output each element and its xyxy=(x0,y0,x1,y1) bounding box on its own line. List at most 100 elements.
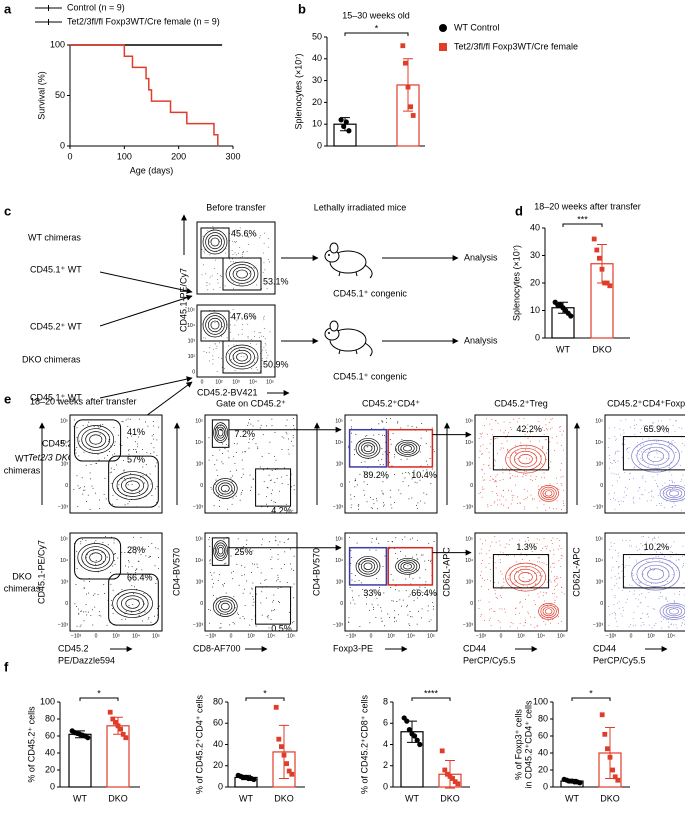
event-dot xyxy=(609,499,611,500)
event-dot xyxy=(682,565,684,567)
event-dot xyxy=(383,505,384,507)
event-dot xyxy=(98,427,100,429)
event-dot xyxy=(252,439,254,441)
gate-percent: 65.9% xyxy=(644,424,670,434)
event-dot xyxy=(611,472,613,474)
y-tick-label: 10 xyxy=(312,119,322,129)
y-tick-label: 60 xyxy=(45,730,55,740)
event-dot xyxy=(507,507,509,509)
event-dot xyxy=(208,609,210,610)
contour xyxy=(236,269,248,279)
event-dot xyxy=(624,471,626,473)
event-dot xyxy=(232,261,234,263)
event-dot xyxy=(386,418,387,419)
event-dot xyxy=(354,496,355,497)
event-dot xyxy=(665,597,667,599)
event-dot xyxy=(268,452,270,454)
event-dot xyxy=(534,448,536,450)
event-dot xyxy=(259,427,261,429)
event-dot xyxy=(618,566,619,568)
event-dot xyxy=(285,431,287,433)
event-dot xyxy=(412,537,414,539)
event-dot xyxy=(158,426,160,428)
event-dot xyxy=(490,625,492,627)
event-dot xyxy=(230,359,232,361)
event-dot xyxy=(216,439,218,441)
event-dot xyxy=(641,494,643,495)
event-dot xyxy=(413,469,415,471)
event-dot xyxy=(518,572,519,573)
event-dot xyxy=(226,337,228,339)
event-dot xyxy=(542,446,544,448)
event-dot xyxy=(390,573,392,575)
data-point xyxy=(597,255,602,261)
event-dot xyxy=(398,614,400,616)
event-dot xyxy=(490,608,492,610)
event-dot xyxy=(158,557,159,558)
event-dot xyxy=(242,490,243,492)
event-dot xyxy=(563,489,564,491)
event-dot xyxy=(549,579,551,581)
gate-percent: 28% xyxy=(127,545,145,555)
event-dot xyxy=(269,331,271,333)
event-dot xyxy=(650,490,652,492)
event-dot xyxy=(642,475,644,477)
event-dot xyxy=(292,435,294,437)
event-dot xyxy=(229,240,231,242)
event-dot xyxy=(98,611,100,613)
event-dot xyxy=(633,565,635,567)
event-dot xyxy=(681,625,682,626)
event-dot xyxy=(639,464,641,466)
event-dot xyxy=(93,541,95,543)
event-dot xyxy=(402,599,404,601)
data-point xyxy=(341,123,347,129)
panel-label: e xyxy=(4,391,11,406)
event-dot xyxy=(118,488,119,490)
event-dot xyxy=(610,545,612,547)
event-dot xyxy=(654,569,656,570)
event-dot xyxy=(104,593,105,594)
event-dot xyxy=(348,481,350,483)
event-dot xyxy=(148,546,150,548)
gate xyxy=(492,436,550,471)
event-dot xyxy=(238,614,239,615)
event-dot xyxy=(508,432,510,434)
legend-marker xyxy=(439,24,447,32)
event-dot xyxy=(667,427,669,429)
event-dot xyxy=(83,451,85,453)
event-dot xyxy=(424,502,426,504)
event-dot xyxy=(287,483,289,485)
event-dot xyxy=(505,436,507,438)
y-tick-label: −10³ xyxy=(463,504,473,510)
event-dot xyxy=(230,348,232,350)
event-dot xyxy=(269,480,271,481)
event-dot xyxy=(489,569,491,570)
y-tick-label: −10³ xyxy=(593,622,603,628)
y-tick-label: 10 xyxy=(530,305,540,315)
event-dot xyxy=(532,497,534,499)
legend-label: Tet2/3fl/fl Foxp3WT/Cre female xyxy=(454,41,578,51)
event-dot xyxy=(213,348,214,350)
event-dot xyxy=(275,502,277,503)
event-dot xyxy=(127,425,129,427)
event-dot xyxy=(83,580,85,582)
data-point xyxy=(107,709,113,715)
contour xyxy=(205,315,225,335)
event-dot xyxy=(392,600,394,602)
event-dot xyxy=(547,620,549,621)
data-point xyxy=(123,735,129,741)
event-dot xyxy=(351,504,353,506)
decor-line xyxy=(99,271,193,294)
y-tick-label: 0 xyxy=(200,601,203,607)
event-dot xyxy=(528,579,530,580)
event-dot xyxy=(609,458,611,460)
event-dot xyxy=(633,502,635,504)
event-dot xyxy=(201,274,203,276)
data-point xyxy=(408,104,413,110)
event-dot xyxy=(662,429,663,431)
event-dot xyxy=(394,610,396,612)
event-dot xyxy=(376,498,377,500)
event-dot xyxy=(506,555,508,556)
contour xyxy=(112,471,153,500)
event-dot xyxy=(254,267,255,269)
